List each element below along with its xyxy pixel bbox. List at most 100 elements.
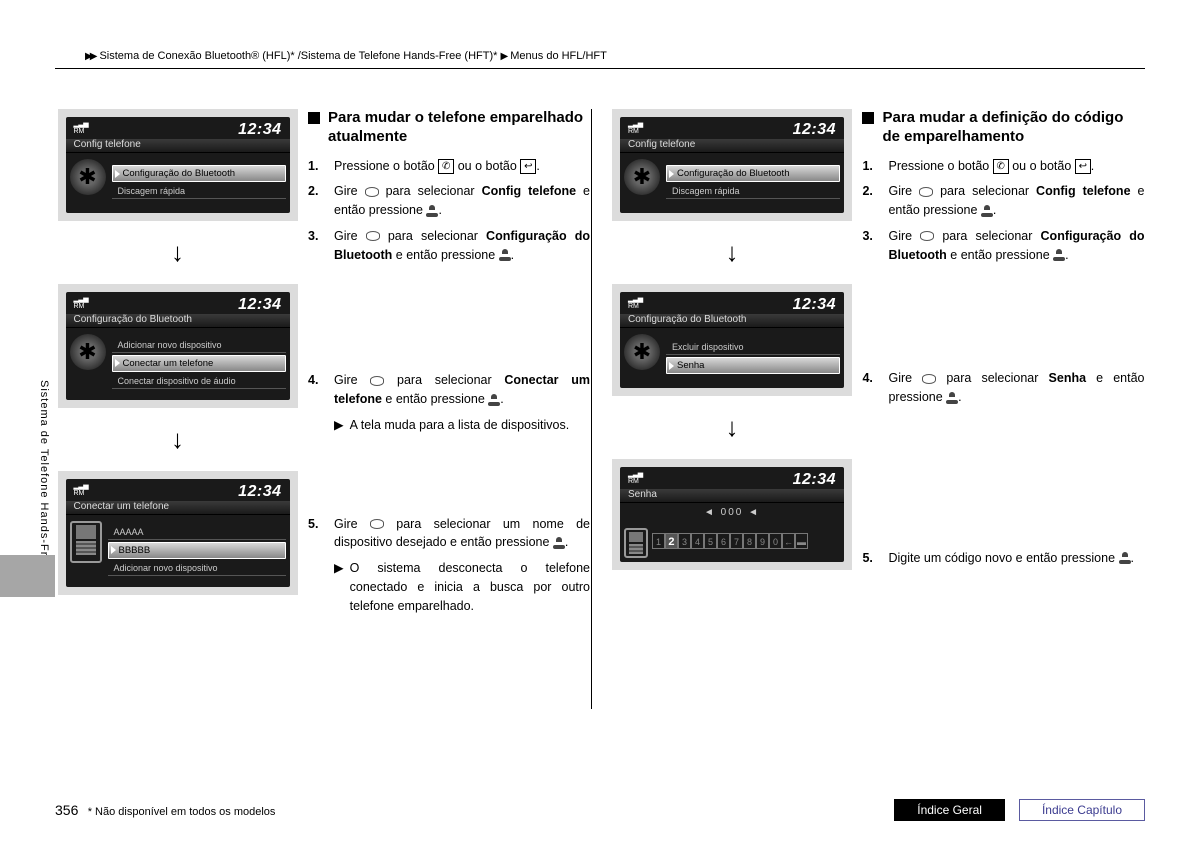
phone-icon <box>624 528 648 558</box>
step-4: 4.Gire para selecionar Conectar um telef… <box>308 371 590 409</box>
clock: 12:34 <box>238 296 281 314</box>
arrow-down-icon: ↓ <box>171 237 184 268</box>
signal-icons: ▂▃▅ RM <box>74 121 89 135</box>
screen-wrap: ▂▃▅ RM 12:34 Config telefone ✱ Configura… <box>612 109 852 221</box>
square-bullet-icon <box>862 112 874 124</box>
phone-button-icon: ✆ <box>438 159 454 174</box>
steps-list: 5.Digite um código novo e então pression… <box>862 549 1144 568</box>
hangup-button-icon: ↩ <box>1075 159 1091 174</box>
menu-item-selected: Senha <box>666 357 840 374</box>
display-screen-2: ▂▃▅ RM 12:34 Configuração do Bluetooth ✱… <box>620 292 844 388</box>
arrow-down-icon: ↓ <box>725 237 738 268</box>
screen-wrap: ▂▃▅ RM 12:34 Configuração do Bluetooth ✱… <box>612 284 852 396</box>
steps-list: 1.Pressione o botão ✆ ou o botão ↩. 2.Gi… <box>862 157 1144 265</box>
screen-title: Senha <box>620 489 844 503</box>
step-5: 5.Gire para selecionar um nome de dispos… <box>308 515 590 553</box>
content-columns: ▂▃▅ RM 12:34 Config telefone ✱ Configura… <box>55 109 1145 709</box>
key: 4 <box>691 533 704 549</box>
step-5: 5.Digite um código novo e então pression… <box>862 549 1144 568</box>
joystick-icon <box>981 205 993 217</box>
screen-wrap: ▂▃▅ RM 12:34 Senha ◄ 000 ◄ <box>612 459 852 570</box>
screen-title: Config telefone <box>66 139 290 153</box>
chevron-icon: ▶ <box>500 51 505 62</box>
gear-icon: ✱ <box>70 159 106 195</box>
header-divider <box>55 68 1145 69</box>
square-bullet-icon <box>308 112 320 124</box>
menu-item-selected: Configuração do Bluetooth <box>112 165 286 182</box>
menu-item: AAAAA <box>108 525 286 540</box>
joystick-icon <box>426 205 438 217</box>
bars-icon: ▂▃▅ <box>74 296 89 303</box>
signal-icons: ▂▃▅ RM <box>628 296 643 310</box>
general-index-button[interactable]: Índice Geral <box>894 799 1005 821</box>
signal-icons: ▂▃▅ RM <box>628 121 643 135</box>
joystick-icon <box>499 249 511 261</box>
breadcrumb: ▶▶ Sistema de Conexão Bluetooth® (HFL)* … <box>85 50 1145 62</box>
signal-icons: ▂▃▅ RM <box>74 483 89 497</box>
arrow-down-icon: ↓ <box>171 424 184 455</box>
arrow-down-icon: ↓ <box>725 412 738 443</box>
steps-list: 5.Gire para selecionar um nome de dispos… <box>308 515 590 553</box>
step-2: 2.Gire para selecionar Config telefone e… <box>862 182 1144 220</box>
column-divider <box>591 109 592 709</box>
keypad: ◄ 000 ◄ 1 2 3 4 5 <box>620 503 844 562</box>
joystick-icon <box>488 394 500 406</box>
menu-item: Conectar dispositivo de áudio <box>112 374 286 389</box>
screen-title: Config telefone <box>620 139 844 153</box>
gear-icon: ✱ <box>70 334 106 370</box>
page-footer: 356 * Não disponível em todos os modelos… <box>55 799 1145 821</box>
key: 6 <box>717 533 730 549</box>
dial-icon <box>365 187 379 197</box>
key: 7 <box>730 533 743 549</box>
key: 9 <box>756 533 769 549</box>
right-screens: ▂▃▅ RM 12:34 Config telefone ✱ Configura… <box>609 109 854 709</box>
key: 5 <box>704 533 717 549</box>
step-1: 1.Pressione o botão ✆ ou o botão ↩. <box>308 157 590 176</box>
signal-icons: ▂▃▅ RM <box>74 296 89 310</box>
dial-icon <box>366 231 380 241</box>
breadcrumb-text-2: Menus do HFL/HFT <box>510 50 607 62</box>
menu-item-selected: BBBBB <box>108 542 286 559</box>
step-2: 2.Gire para selecionar Config telefone e… <box>308 182 590 220</box>
section-label: Sistema de Telefone Hands-Free <box>38 380 50 571</box>
menu: Excluir dispositivo Senha <box>666 330 840 384</box>
key-selected: 2 <box>665 533 678 549</box>
screen-title: Conectar um telefone <box>66 501 290 515</box>
display-screen-2: ▂▃▅ RM 12:34 Configuração do Bluetooth ✱… <box>66 292 290 400</box>
right-column: ▂▃▅ RM 12:34 Config telefone ✱ Configura… <box>609 109 1145 709</box>
breadcrumb-text-1: Sistema de Conexão Bluetooth® (HFL)* /Si… <box>99 50 497 62</box>
steps-list: 4.Gire para selecionar Conectar um telef… <box>308 371 590 409</box>
menu-item: Discagem rápida <box>112 184 286 199</box>
key: ← <box>782 533 795 549</box>
manual-page: ▶▶ Sistema de Conexão Bluetooth® (HFL)* … <box>0 0 1200 845</box>
clock: 12:34 <box>793 296 836 314</box>
phone-icon <box>70 521 102 563</box>
chapter-index-button[interactable]: Índice Capítulo <box>1019 799 1145 821</box>
section-heading: Para mudar a definição do código de empa… <box>862 109 1144 147</box>
joystick-icon <box>1119 552 1131 564</box>
display-screen-3: ▂▃▅ RM 12:34 Senha ◄ 000 ◄ <box>620 467 844 562</box>
dial-icon <box>370 376 384 386</box>
menu-item-selected: Configuração do Bluetooth <box>666 165 840 182</box>
dial-icon <box>920 231 934 241</box>
step-4: 4.Gire para selecionar Senha e então pre… <box>862 369 1144 407</box>
joystick-icon <box>946 392 958 404</box>
rm-icon: RM <box>74 490 89 497</box>
footnote: * Não disponível em todos os modelos <box>88 806 276 818</box>
bars-icon: ▂▃▅ <box>74 121 89 128</box>
left-screens: ▂▃▅ RM 12:34 Config telefone ✱ Configura… <box>55 109 300 709</box>
display-screen-1: ▂▃▅ RM 12:34 Config telefone ✱ Configura… <box>620 117 844 213</box>
step-4-sub: ▶A tela muda para a lista de dispositivo… <box>334 416 590 435</box>
key: 3 <box>678 533 691 549</box>
right-text: Para mudar a definição do código de empa… <box>854 109 1144 709</box>
clock: 12:34 <box>238 121 281 139</box>
display-screen-3: ▂▃▅ RM 12:34 Conectar um telefone AAAAA <box>66 479 290 587</box>
rm-icon: RM <box>74 303 89 310</box>
screen-wrap: ▂▃▅ RM 12:34 Conectar um telefone AAAAA <box>58 471 298 595</box>
footer-left: 356 * Não disponível em todos os modelos <box>55 802 275 818</box>
gear-icon: ✱ <box>624 334 660 370</box>
key: 8 <box>743 533 756 549</box>
rm-icon: RM <box>74 128 89 135</box>
joystick-icon <box>1053 249 1065 261</box>
menu: Configuração do Bluetooth Discagem rápid… <box>666 155 840 209</box>
